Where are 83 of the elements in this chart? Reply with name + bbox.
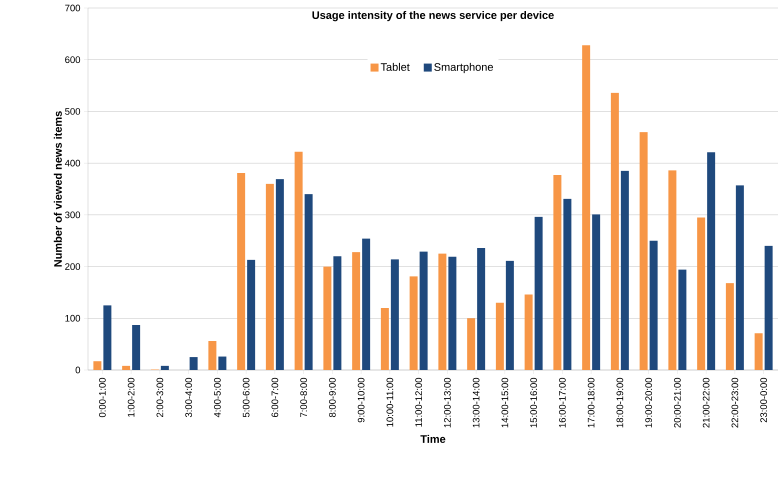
bar [448,256,456,370]
bar [333,256,342,370]
x-tick-label: 5:00-6:00 [242,378,250,418]
bar [524,294,533,370]
bar [754,333,763,370]
x-tick-label: 15:00-16:00 [530,378,537,428]
x-tick-label: 1:00-2:00 [128,378,134,417]
bar [247,260,256,370]
bar [764,246,773,370]
bar [438,254,446,370]
bar [592,214,600,370]
y-tick-label: 300 [65,212,80,218]
x-tick-label: 18:00-19:00 [616,378,624,428]
bar [496,302,504,370]
bar [534,216,543,370]
legend-label: Smartphone [434,62,493,74]
x-tick-label: 12:00-13:00 [444,378,451,428]
x-tick-label: 22:00-23:00 [732,378,738,428]
x-tick-label: 2:00-3:00 [156,378,164,418]
x-tick-label: 8:00-9:00 [329,378,336,418]
bar [266,184,274,370]
bar [668,170,676,370]
x-tick-label: 6:00-7:00 [272,378,278,418]
bar [678,270,686,370]
y-tick-label: 100 [65,314,80,322]
bar [93,361,102,370]
bar [160,366,169,370]
bar [304,194,313,370]
bar [122,366,130,370]
y-tick-label: 500 [65,108,80,115]
bar [294,152,303,370]
x-tick-label: 23:00-0:00 [760,378,767,422]
bar [103,305,112,370]
bar [726,283,734,370]
y-axis-title: Number of viewed news items [54,111,62,267]
x-tick-label: 7:00-8:00 [300,378,307,418]
bar [276,179,284,370]
bar [736,185,744,370]
y-tick-label: 600 [65,56,80,64]
bar [362,238,370,370]
x-tick-label: 3:00-4:00 [185,378,192,418]
x-tick-label: 11:00-12:00 [415,378,422,427]
bar [237,172,246,370]
bar [640,132,648,370]
bar [190,357,198,370]
bar [323,266,332,370]
y-tick-label: 400 [64,160,80,166]
bar [582,45,590,370]
x-tick-label: 13:00-14:00 [472,378,480,428]
y-tick-label: 200 [65,263,80,270]
bar [610,92,619,370]
x-tick-label: 0:00-1:00 [99,378,106,418]
bar [410,276,418,370]
x-tick-label: 17:00-18:00 [588,378,594,428]
x-tick-label: 4:00-5:00 [214,378,221,418]
bar [467,318,476,370]
x-tick-label: 14:00-15:00 [502,378,508,428]
bar [352,252,360,370]
x-tick-label: 21:00-22:00 [702,378,710,428]
bar [380,308,389,370]
x-axis-title: Time [420,434,446,443]
bar [563,198,572,370]
bar [620,170,629,370]
bar [650,240,658,370]
bar [218,356,226,370]
y-tick-label: 0 [76,366,80,374]
bar [506,260,514,370]
x-tick-label: 10:00-11:00 [386,378,394,427]
x-tick-label: 9:00-10:00 [358,378,364,422]
bar [697,217,706,370]
chart-title: Usage intensity of the news service per device [312,10,554,22]
x-tick-label: 16:00-17:00 [559,378,566,428]
bar [420,252,428,370]
bar [707,152,716,370]
bar [208,341,216,370]
legend-label: Tablet [380,62,410,71]
x-tick-label: 19:00-20:00 [645,378,652,428]
x-tick-label: 20:00-21:00 [674,378,681,428]
bar [553,175,562,370]
bar [132,325,140,370]
bar [477,248,486,370]
bar [390,259,399,370]
y-tick-label: 700 [65,4,80,12]
